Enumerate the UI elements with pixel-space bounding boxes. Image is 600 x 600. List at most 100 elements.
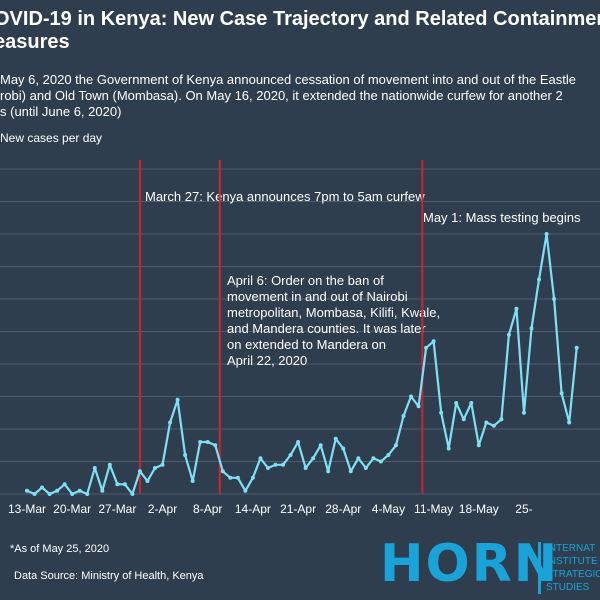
data-point [296, 440, 301, 444]
data-point [250, 475, 255, 480]
data-point [62, 482, 67, 487]
data-point [529, 326, 534, 331]
data-point [567, 420, 572, 425]
data-point [258, 456, 263, 461]
chart-subtitle: May 6, 2020 the Government of Kenya anno… [0, 72, 576, 119]
event-label: March 27: Kenya announces 7pm to 5am cur… [145, 189, 425, 204]
data-point [153, 466, 158, 470]
data-point [40, 485, 45, 490]
data-point [77, 488, 82, 493]
data-point [499, 417, 504, 422]
x-tick-label: 21-Apr [280, 502, 316, 516]
data-point [552, 297, 557, 301]
data-point [439, 410, 444, 415]
data-point [521, 410, 526, 415]
data-point [168, 420, 173, 425]
data-point [115, 482, 120, 487]
data-point [559, 391, 564, 396]
data-point [386, 453, 391, 457]
data-point [55, 488, 60, 493]
data-point [235, 475, 240, 480]
logo-text: INTERNAT INSTITUTE STRATEGIC STUDIES [546, 542, 600, 594]
horn-logo: HORN INTERNAT INSTITUTE STRATEGIC STUDIE… [380, 534, 600, 600]
x-tick-label: 14-Apr [235, 502, 271, 516]
data-point [288, 453, 293, 457]
data-point [32, 492, 37, 496]
logo-line: STUDIES [546, 582, 590, 593]
data-point [461, 417, 466, 422]
x-tick-label: 2-Apr [148, 502, 177, 516]
data-point [544, 232, 549, 236]
data-point [318, 443, 323, 448]
x-tick-label: 13-Mar [8, 502, 46, 516]
data-point [409, 394, 414, 399]
data-point [574, 345, 579, 350]
data-point [183, 453, 188, 457]
gridlines [0, 168, 600, 495]
data-point [454, 401, 459, 405]
logo-wordmark: HORN [380, 534, 560, 594]
data-point [198, 440, 203, 444]
data-point [243, 488, 248, 493]
data-point [303, 466, 308, 470]
data-point [326, 469, 331, 474]
data-point [47, 492, 52, 496]
x-tick-label: 27-Mar [98, 502, 136, 516]
data-point [100, 488, 105, 493]
x-tick-label: 18-May [459, 502, 499, 516]
logo-line: INTERNAT [546, 543, 596, 554]
event-label: May 1: Mass testing begins [423, 210, 581, 225]
data-point [130, 492, 135, 496]
data-point [220, 469, 225, 474]
data-point [348, 469, 353, 474]
x-tick-label: 4-May [372, 502, 405, 516]
data-point [506, 332, 511, 337]
chart-plot: March 27: Kenya announces 7pm to 5am cur… [0, 160, 600, 516]
data-point [491, 423, 496, 428]
data-source: Data Source: Ministry of Health, Kenya [14, 570, 204, 582]
event-label: April 6: Order on the ban of movement in … [227, 273, 440, 368]
data-point [363, 466, 368, 470]
data-point [393, 443, 398, 448]
data-point [85, 492, 90, 496]
x-tick-label: 11-May [414, 502, 453, 516]
data-point [205, 440, 210, 444]
data-point [378, 459, 383, 464]
data-point [401, 414, 406, 418]
data-point [356, 456, 361, 461]
data-point [273, 462, 278, 467]
data-point [122, 482, 127, 487]
x-tick-label: 25- [515, 502, 532, 516]
data-point [476, 443, 481, 448]
data-point [265, 466, 270, 470]
data-point [70, 492, 75, 496]
event-markers: March 27: Kenya announces 7pm to 5am cur… [138, 160, 581, 494]
x-tick-labels: 13-Mar 20-Mar 27-Mar 2-Apr 8-Apr 14-Apr 21-Apr… [8, 502, 533, 516]
data-point [371, 456, 376, 461]
data-point [514, 306, 519, 311]
data-point [92, 466, 97, 470]
logo-line: STRATEGIC [546, 569, 600, 580]
data-point [341, 446, 346, 451]
chart-title: OVID-19 in Kenya: New Case Trajectory an… [0, 8, 600, 53]
x-tick-label: 8-Apr [193, 502, 222, 516]
data-point [145, 479, 150, 483]
data-point [431, 339, 436, 344]
data-point [281, 462, 286, 467]
data-point [137, 469, 142, 474]
data-point [160, 462, 165, 467]
data-point [190, 479, 195, 483]
logo-divider [538, 542, 541, 594]
data-point [537, 277, 542, 282]
data-point [446, 446, 451, 451]
data-point [484, 420, 489, 425]
data-point [424, 345, 429, 350]
series-new-cases [25, 232, 579, 496]
data-point [107, 462, 112, 467]
data-point [416, 404, 421, 409]
x-tick-label: 28-Apr [325, 502, 361, 516]
logo-line: INSTITUTE [546, 556, 598, 567]
data-point [213, 443, 218, 448]
data-point [333, 436, 338, 441]
data-point [175, 397, 180, 402]
